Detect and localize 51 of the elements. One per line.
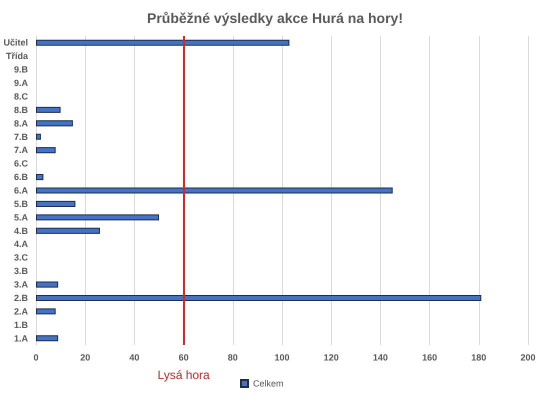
y-tick-label: 6.B bbox=[14, 172, 28, 182]
y-tick-label: Učitel bbox=[3, 38, 28, 48]
x-tick-label: 80 bbox=[228, 352, 238, 362]
bar bbox=[36, 106, 61, 113]
y-tick-label: 5.A bbox=[14, 212, 28, 222]
x-tick-label: 120 bbox=[324, 352, 339, 362]
y-tick-label: 8.C bbox=[14, 91, 28, 102]
bar bbox=[36, 308, 56, 314]
bar bbox=[36, 282, 58, 288]
y-tick-label: 1.A bbox=[14, 333, 28, 344]
chart-title: Průběžné výsledky akce Hurá na hory! bbox=[147, 10, 403, 26]
x-tick-label: 40 bbox=[129, 352, 140, 362]
y-tick-label: 6.A bbox=[14, 186, 28, 196]
y-tick-label: 7.A bbox=[14, 145, 28, 156]
y-tick-label: 4.B bbox=[14, 226, 28, 236]
y-tick-label: 7.B bbox=[14, 132, 28, 142]
x-tick-label: 0 bbox=[33, 352, 39, 362]
y-tick-label: 5.B bbox=[14, 198, 28, 209]
y-tick-label: 3.A bbox=[14, 280, 28, 290]
y-tick-label: 3.C bbox=[14, 252, 28, 263]
y-tick-label: 9.B bbox=[14, 64, 28, 75]
x-tick-label: 60 bbox=[178, 352, 189, 362]
y-tick-label: 2.A bbox=[14, 306, 28, 316]
x-tick-label: 100 bbox=[274, 352, 290, 362]
bar bbox=[36, 200, 76, 207]
bar bbox=[36, 174, 44, 180]
x-tick-label: 200 bbox=[520, 352, 536, 362]
y-tick-label: 3.B bbox=[14, 266, 28, 276]
x-tick-label: 160 bbox=[422, 352, 438, 362]
ref-line-label: Lysá hora bbox=[157, 368, 210, 382]
bar bbox=[36, 335, 58, 342]
y-tick-label: 6.C bbox=[14, 158, 28, 169]
bar bbox=[36, 134, 41, 140]
bar bbox=[36, 228, 100, 234]
y-tick-label: 8.A bbox=[14, 118, 28, 128]
x-tick-label: 180 bbox=[471, 352, 486, 362]
x-tick-label: 140 bbox=[372, 352, 388, 362]
y-tick-label: 1.B bbox=[14, 320, 28, 330]
x-tick-label: 20 bbox=[80, 352, 90, 362]
y-tick-label: 2.B bbox=[14, 292, 28, 303]
y-tick-label: 8.B bbox=[14, 104, 28, 115]
bar bbox=[36, 147, 56, 154]
bar bbox=[36, 294, 482, 301]
bar bbox=[36, 120, 73, 126]
bar bbox=[36, 187, 393, 194]
y-tick-label: 9.A bbox=[14, 78, 28, 88]
bar bbox=[36, 40, 290, 46]
legend-label: Celkem bbox=[253, 378, 284, 388]
y-tick-label: Třída bbox=[6, 51, 29, 62]
bar bbox=[36, 214, 159, 220]
y-tick-label: 4.A bbox=[14, 239, 28, 250]
